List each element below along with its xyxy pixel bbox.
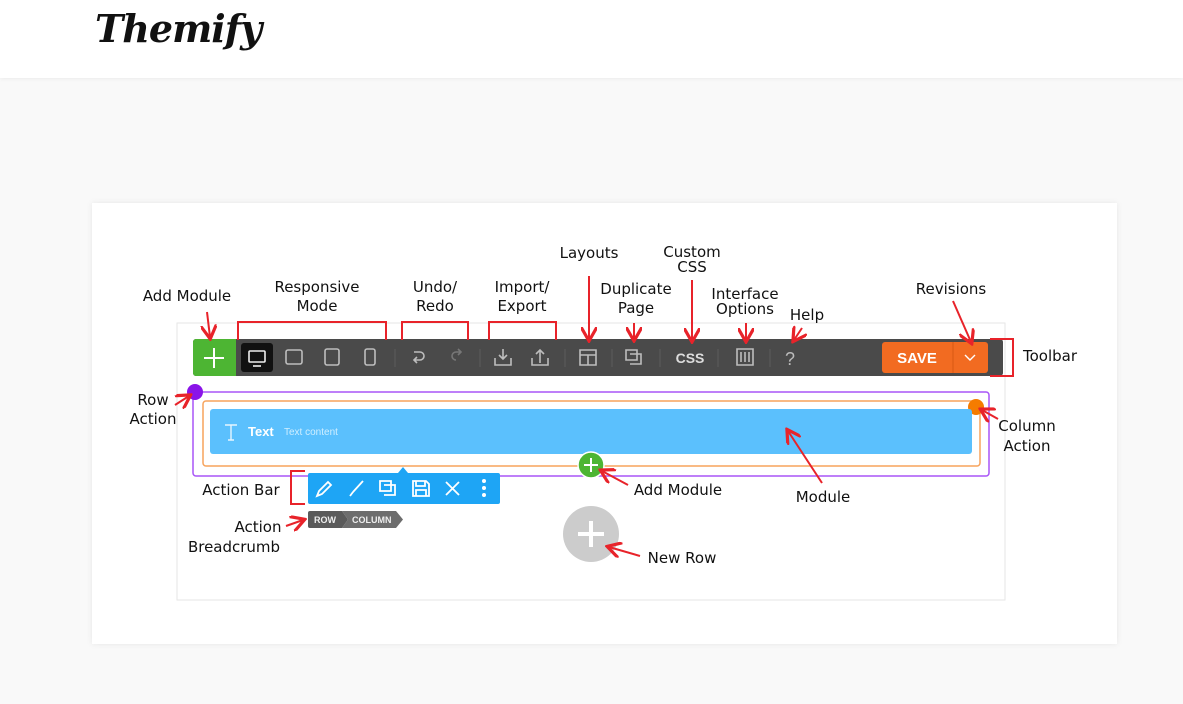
action-breadcrumb: ROW COLUMN	[308, 511, 403, 528]
label-undo-2: Redo	[416, 297, 454, 315]
layouts-icon[interactable]	[579, 349, 597, 366]
label-responsive: Responsive	[274, 278, 359, 296]
help-button[interactable]: ?	[785, 349, 795, 369]
plus-icon	[584, 458, 598, 472]
add-module-button[interactable]	[193, 339, 236, 376]
label-import: Import/	[495, 278, 551, 296]
label-add-module: Add Module	[143, 287, 231, 305]
label-add-module-2: Add Module	[634, 481, 722, 499]
label-module: Module	[796, 488, 851, 506]
label-interface: Interface	[711, 285, 778, 303]
action-bar	[308, 467, 500, 504]
breadcrumb-column[interactable]	[342, 511, 403, 528]
label-row-action-2: Action	[130, 410, 177, 428]
text-module-icon	[225, 424, 237, 441]
label-import-2: Export	[497, 297, 546, 315]
text-module[interactable]	[210, 409, 972, 454]
module-subtitle: Text content	[284, 427, 338, 438]
redo-icon[interactable]	[451, 348, 463, 361]
plus-icon	[578, 521, 604, 547]
label-column-action-2: Action	[1004, 437, 1051, 455]
label-breadcrumb: Action	[235, 518, 282, 536]
label-duplicate: Duplicate	[600, 280, 671, 298]
label-revisions: Revisions	[916, 280, 987, 298]
annotations: Add Module Responsive Mode Undo/ Redo Im…	[130, 243, 1078, 567]
duplicate-icon[interactable]	[625, 349, 642, 365]
import-icon[interactable]	[494, 349, 512, 366]
desktop-icon[interactable]	[248, 350, 266, 367]
delete-icon[interactable]	[445, 481, 460, 496]
label-custom-css-2: CSS	[677, 258, 707, 276]
edit-icon[interactable]	[315, 480, 333, 498]
label-toolbar: Toolbar	[1022, 347, 1078, 365]
label-responsive-2: Mode	[297, 297, 338, 315]
label-action-bar: Action Bar	[202, 481, 280, 499]
custom-css-button[interactable]: CSS	[676, 350, 705, 366]
toolbar: CSS ? SAVE	[193, 339, 1003, 376]
label-undo: Undo/	[413, 278, 458, 296]
module-title: Text	[248, 424, 274, 439]
label-interface-2: Options	[716, 300, 774, 318]
tablet-portrait-icon[interactable]	[324, 348, 340, 366]
duplicate-icon[interactable]	[379, 480, 396, 496]
more-options-icon[interactable]	[482, 479, 486, 497]
style-brush-icon[interactable]	[349, 480, 364, 497]
interface-options-icon[interactable]	[736, 348, 754, 366]
label-row-action: Row	[137, 391, 168, 409]
breadcrumb-row-label: ROW	[314, 515, 337, 525]
breadcrumb-row[interactable]	[308, 511, 348, 528]
label-layouts: Layouts	[560, 244, 619, 262]
chevron-down-icon[interactable]	[964, 354, 976, 361]
save-button[interactable]	[882, 342, 988, 373]
plus-icon	[204, 348, 224, 368]
tablet-landscape-icon[interactable]	[285, 349, 303, 365]
label-column-action: Column	[998, 417, 1055, 435]
themify-logo[interactable]: Themify	[95, 6, 262, 51]
row-action-handle[interactable]	[187, 384, 203, 400]
label-custom-css: Custom	[663, 243, 720, 261]
undo-icon[interactable]	[412, 351, 425, 364]
breadcrumb-column-label: COLUMN	[352, 515, 392, 525]
mobile-icon[interactable]	[364, 348, 376, 366]
save-icon[interactable]	[412, 480, 430, 497]
label-duplicate-2: Page	[618, 299, 654, 317]
site-header: Themify	[0, 0, 1183, 78]
save-label: SAVE	[897, 350, 937, 367]
label-help: Help	[790, 306, 824, 324]
export-icon[interactable]	[531, 348, 549, 366]
label-breadcrumb-2: Breadcrumb	[188, 538, 280, 556]
label-new-row: New Row	[648, 549, 717, 567]
